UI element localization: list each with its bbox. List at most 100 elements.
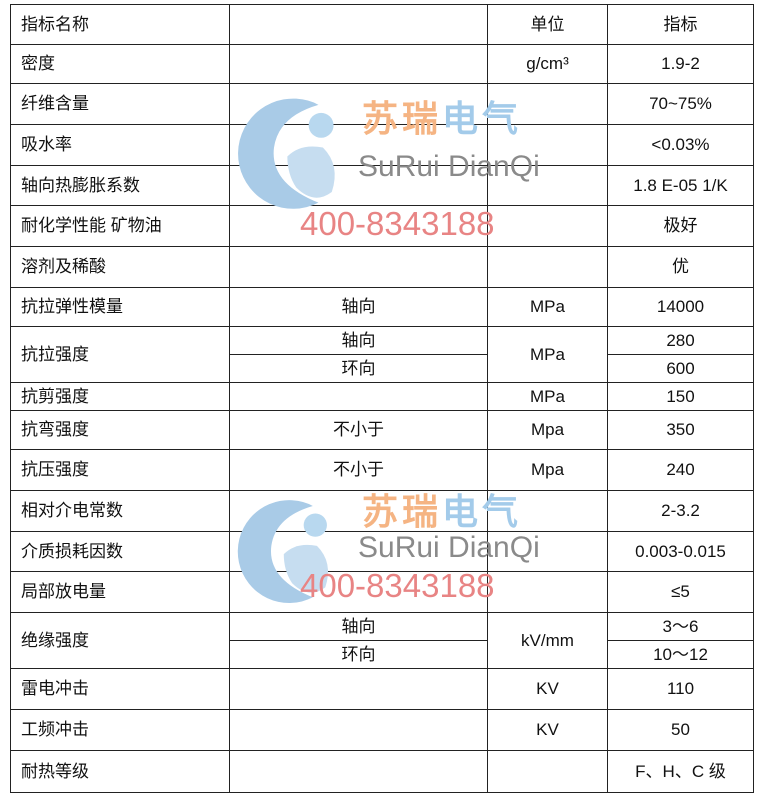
row-value: F、H、C 级 (607, 750, 754, 793)
row-name: 溶剂及稀酸 (10, 246, 230, 288)
row-value: 14000 (607, 287, 754, 327)
header-row: 指标名称 单位 指标 (10, 4, 754, 45)
row-condition (229, 382, 488, 411)
header-condition (229, 4, 488, 45)
row-value: 3～6 (607, 612, 754, 641)
table-row: 局部放电量 ≤5 (10, 571, 754, 613)
table-row: 相对介电常数 2-3.2 (10, 490, 754, 532)
row-condition (229, 668, 488, 710)
row-unit: MPa (487, 382, 608, 411)
row-value: 10～12 (607, 640, 754, 669)
table-row: 雷电冲击 KV 110 (10, 668, 754, 710)
row-condition (229, 124, 488, 166)
row-value: 150 (607, 382, 754, 411)
row-value: 优 (607, 246, 754, 288)
table-subrow: 环向 600 (11, 354, 754, 383)
row-value: 50 (607, 709, 754, 751)
table-row: 工频冲击 KV 50 (10, 709, 754, 751)
row-unit (487, 531, 608, 572)
table-row: 溶剂及稀酸 优 (10, 246, 754, 288)
row-condition (229, 531, 488, 572)
row-condition: 轴向 (229, 326, 488, 355)
table-row: 轴向热膨胀系数 1.8 E-05 1/K (10, 165, 754, 206)
row-name: 抗拉弹性模量 (10, 287, 230, 327)
row-value: 1.8 E-05 1/K (607, 165, 754, 206)
row-condition (229, 750, 488, 793)
row-value: 600 (607, 354, 754, 383)
table-row: 抗压强度 不小于 Mpa 240 (10, 449, 754, 491)
table-row: 绝缘强度 轴向 kV/mm 3～6 (10, 612, 754, 669)
row-condition (229, 490, 488, 532)
row-name: 局部放电量 (10, 571, 230, 613)
row-unit: Mpa (487, 449, 608, 491)
row-unit: g/cm³ (487, 44, 608, 84)
row-name: 抗拉强度 (10, 326, 230, 383)
row-condition: 环向 (229, 354, 488, 383)
table-row: 耐热等级 F、H、C 级 (10, 750, 754, 793)
row-value: 1.9-2 (607, 44, 754, 84)
row-condition: 环向 (229, 640, 488, 669)
row-condition: 不小于 (229, 410, 488, 450)
spec-table: 指标名称 单位 指标 密度 g/cm³ 1.9-2 纤维含量 70~75% 吸水率 <0.03% 轴… (10, 4, 754, 793)
row-value: 70~75% (607, 83, 754, 125)
row-name: 抗剪强度 (10, 382, 230, 411)
row-name: 工频冲击 (10, 709, 230, 751)
table-row: 抗拉弹性模量 轴向 MPa 14000 (10, 287, 754, 327)
row-name: 抗弯强度 (10, 410, 230, 450)
row-condition (229, 83, 488, 125)
row-unit: KV (487, 709, 608, 751)
row-name: 相对介电常数 (10, 490, 230, 532)
row-condition (229, 709, 488, 751)
row-unit: MPa (487, 326, 608, 383)
row-value: 110 (607, 668, 754, 710)
row-unit (487, 124, 608, 166)
row-condition (229, 246, 488, 288)
row-value: 0.003-0.015 (607, 531, 754, 572)
table-row: 抗剪强度 MPa 150 (10, 382, 754, 411)
header-value: 指标 (607, 4, 754, 45)
row-condition: 轴向 (229, 612, 488, 641)
row-name: 抗压强度 (10, 449, 230, 491)
row-condition: 不小于 (229, 449, 488, 491)
row-unit: KV (487, 668, 608, 710)
row-name: 轴向热膨胀系数 (10, 165, 230, 206)
row-value: 280 (607, 326, 754, 355)
row-name: 介质损耗因数 (10, 531, 230, 572)
row-name: 雷电冲击 (10, 668, 230, 710)
row-unit: Mpa (487, 410, 608, 450)
row-unit: kV/mm (487, 612, 608, 669)
row-condition (229, 165, 488, 206)
table-row: 密度 g/cm³ 1.9-2 (10, 44, 754, 84)
row-name: 纤维含量 (10, 83, 230, 125)
table-row: 耐化学性能 矿物油 极好 (10, 205, 754, 247)
row-name: 密度 (10, 44, 230, 84)
header-name: 指标名称 (10, 4, 230, 45)
row-value: 350 (607, 410, 754, 450)
row-condition (229, 205, 488, 247)
row-name: 吸水率 (10, 124, 230, 166)
row-unit: MPa (487, 287, 608, 327)
table-row: 抗弯强度 不小于 Mpa 350 (10, 410, 754, 450)
row-unit (487, 165, 608, 206)
row-unit (487, 205, 608, 247)
row-condition (229, 44, 488, 84)
table-row: 介质损耗因数 0.003-0.015 (10, 531, 754, 572)
row-value: 极好 (607, 205, 754, 247)
row-unit (487, 571, 608, 613)
row-name: 耐热等级 (10, 750, 230, 793)
row-unit (487, 490, 608, 532)
table-row: 抗拉强度 轴向 MPa 280 (10, 326, 754, 383)
row-condition: 轴向 (229, 287, 488, 327)
row-unit (487, 246, 608, 288)
row-condition (229, 571, 488, 613)
row-unit (487, 750, 608, 793)
row-name: 耐化学性能 矿物油 (10, 205, 230, 247)
table-row: 吸水率 <0.03% (10, 124, 754, 166)
table-row: 纤维含量 70~75% (10, 83, 754, 125)
row-value: 2-3.2 (607, 490, 754, 532)
header-unit: 单位 (487, 4, 608, 45)
row-value: ≤5 (607, 571, 754, 613)
row-unit (487, 83, 608, 125)
row-name: 绝缘强度 (10, 612, 230, 669)
row-value: <0.03% (607, 124, 754, 166)
